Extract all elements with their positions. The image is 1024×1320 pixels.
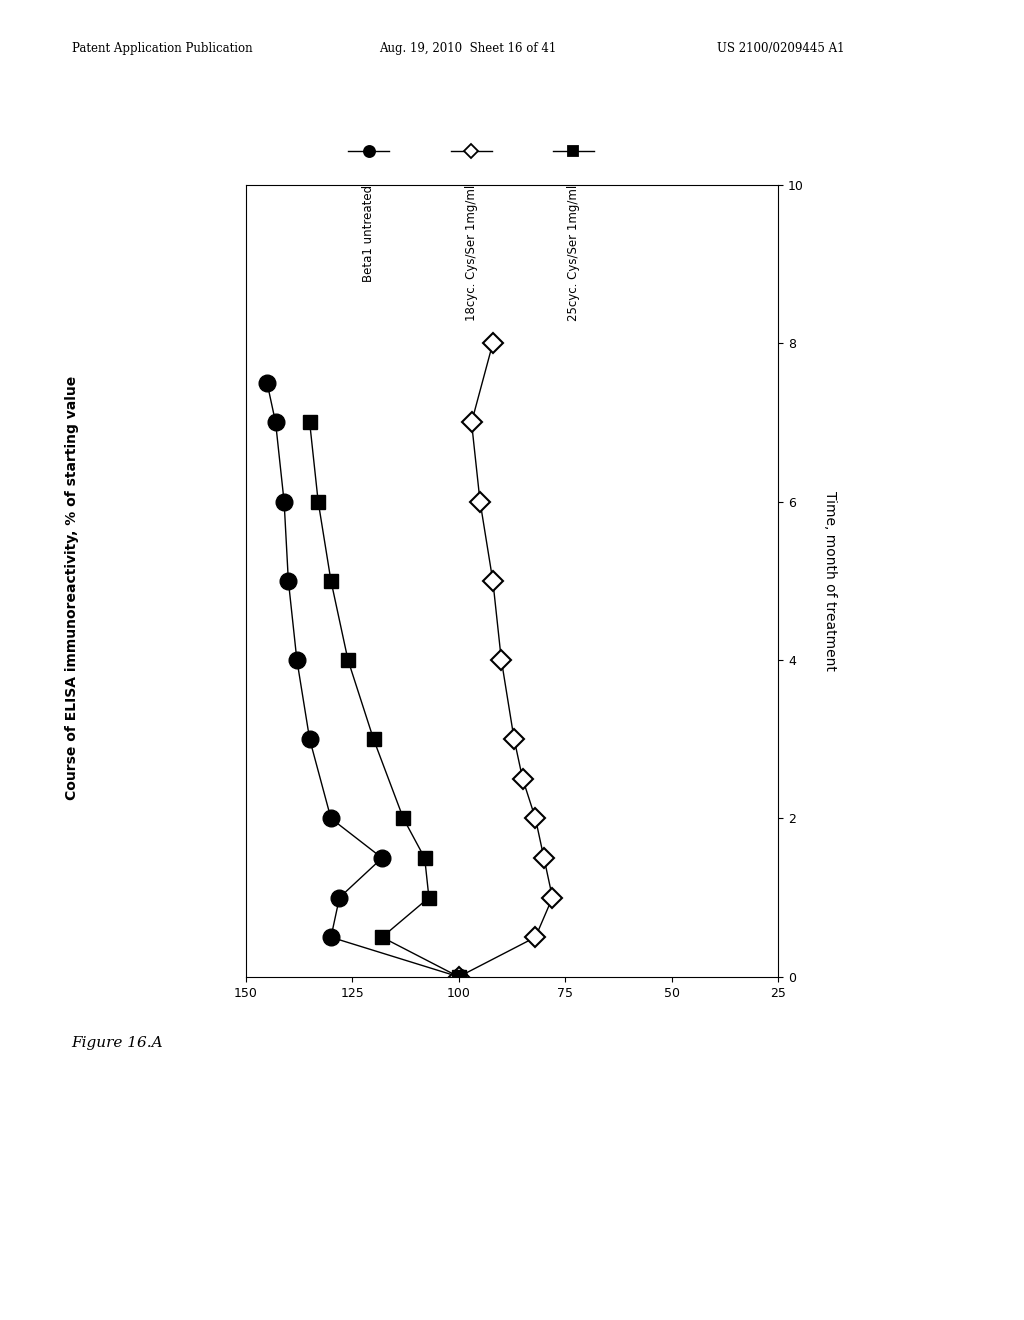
Text: US 2100/0209445 A1: US 2100/0209445 A1 (717, 42, 845, 55)
Text: Patent Application Publication: Patent Application Publication (72, 42, 252, 55)
Y-axis label: Time, month of treatment: Time, month of treatment (823, 491, 838, 671)
Text: 25cyc. Cys/Ser 1mg/ml: 25cyc. Cys/Ser 1mg/ml (567, 185, 580, 321)
Text: Beta1 untreated: Beta1 untreated (362, 185, 375, 282)
Text: Figure 16.A: Figure 16.A (72, 1036, 163, 1051)
Text: Aug. 19, 2010  Sheet 16 of 41: Aug. 19, 2010 Sheet 16 of 41 (379, 42, 556, 55)
Text: Course of ELISA immunoreactivity, % of starting value: Course of ELISA immunoreactivity, % of s… (65, 375, 79, 800)
Text: 18cyc. Cys/Ser 1mg/ml: 18cyc. Cys/Ser 1mg/ml (465, 185, 477, 321)
